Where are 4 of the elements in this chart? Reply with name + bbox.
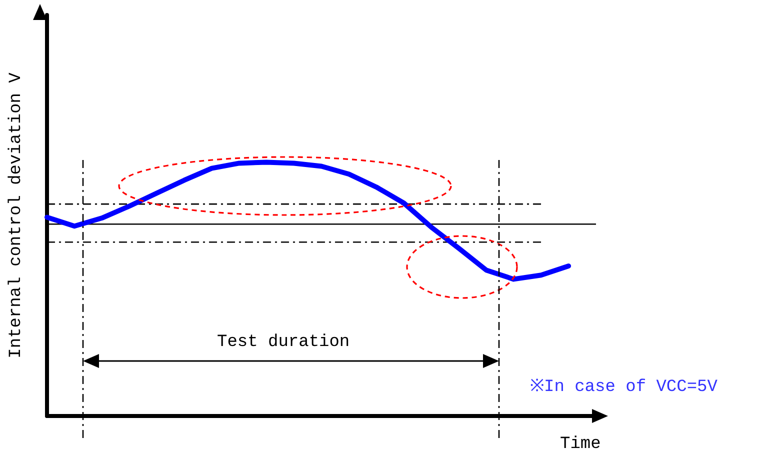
annotation: ※In case of VCC=5V bbox=[530, 378, 718, 397]
y-axis-title: Internal control deviation V bbox=[7, 72, 26, 358]
x-axis-title: Time bbox=[560, 435, 601, 454]
annotation: Test duration bbox=[217, 333, 350, 352]
